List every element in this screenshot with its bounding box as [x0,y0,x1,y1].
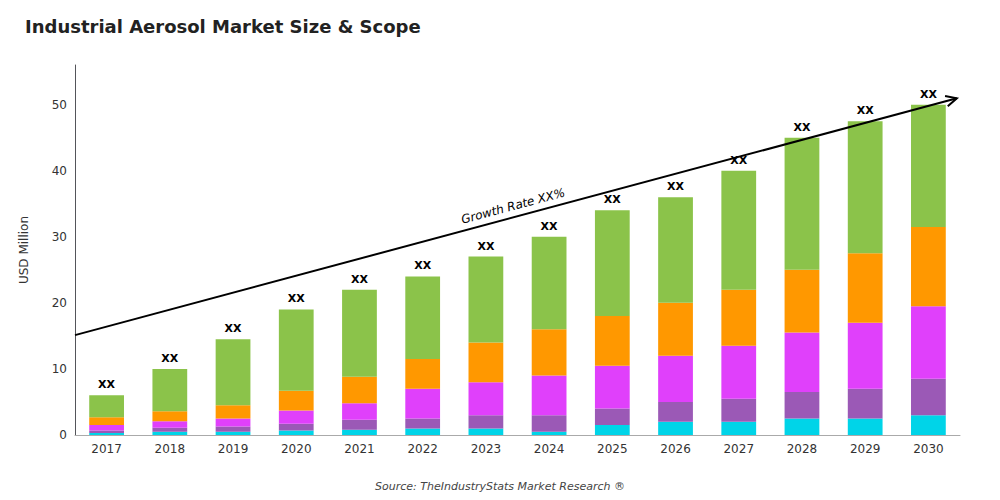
svg-text:XX: XX [288,292,305,305]
svg-text:USD Million: USD Million [17,216,31,284]
svg-text:XX: XX [161,352,178,365]
svg-text:Growth Rate XX%: Growth Rate XX% [460,185,567,226]
svg-text:XX: XX [541,220,558,233]
svg-text:Source: TheIndustryStats Marke: Source: TheIndustryStats Market Research… [375,480,625,493]
svg-text:2019: 2019 [218,442,249,456]
svg-text:2028: 2028 [787,442,818,456]
svg-text:2027: 2027 [723,442,754,456]
svg-text:30: 30 [52,230,67,244]
svg-text:XX: XX [793,121,810,134]
svg-text:XX: XX [351,273,368,286]
svg-text:2021: 2021 [344,442,375,456]
svg-text:2023: 2023 [471,442,502,456]
svg-text:2025: 2025 [597,442,628,456]
svg-text:2026: 2026 [660,442,691,456]
svg-text:2024: 2024 [534,442,565,456]
svg-text:2018: 2018 [155,442,186,456]
svg-text:XX: XX [730,153,748,167]
svg-text:XX: XX [604,193,621,206]
svg-text:XX: XX [414,259,431,272]
svg-text:XX: XX [98,378,115,391]
svg-text:10: 10 [52,362,67,376]
svg-text:40: 40 [52,164,67,178]
svg-text:50: 50 [52,98,67,112]
svg-text:2022: 2022 [407,442,438,456]
svg-text:0: 0 [59,428,67,442]
svg-text:Industrial Aerosol Market Size: Industrial Aerosol Market Size & Scope [25,16,421,37]
svg-text:XX: XX [920,88,937,101]
svg-text:XX: XX [225,322,242,335]
svg-text:XX: XX [667,180,684,193]
svg-text:20: 20 [52,296,67,310]
svg-text:2017: 2017 [91,442,122,456]
svg-text:XX: XX [857,104,874,117]
svg-text:2020: 2020 [281,442,312,456]
svg-text:XX: XX [477,240,494,253]
svg-text:2029: 2029 [850,442,881,456]
svg-text:2030: 2030 [913,442,944,456]
